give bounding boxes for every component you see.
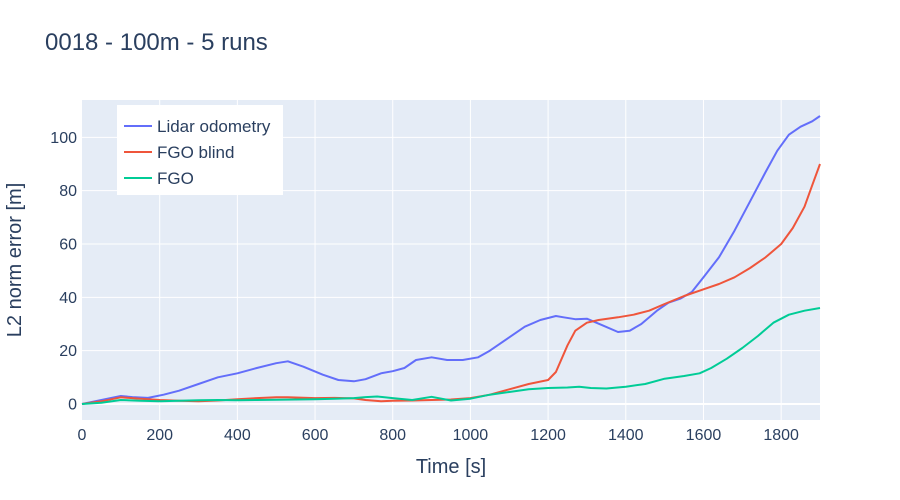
chart-title: 0018 - 100m - 5 runs <box>45 29 268 56</box>
y-tick-label: 60 <box>59 237 77 254</box>
legend-label: FGO blind <box>157 143 234 162</box>
legend-label: FGO <box>157 169 194 188</box>
y-tick-label: 40 <box>59 290 77 307</box>
series-layer <box>81 115 821 405</box>
y-tick-label: 80 <box>59 183 77 200</box>
y-tick-label: 0 <box>68 397 77 414</box>
y-tick-label: 20 <box>59 343 77 360</box>
x-tick-label: 1400 <box>608 427 644 444</box>
x-tick-label: 1800 <box>763 427 799 444</box>
x-tick-label: 200 <box>146 427 173 444</box>
legend-item[interactable]: FGO blind <box>124 143 234 162</box>
legend-box <box>117 105 283 195</box>
y-axis-title: L2 norm error [m] <box>4 183 26 337</box>
legend-label: Lidar odometry <box>157 117 271 136</box>
x-tick-label: 800 <box>379 427 406 444</box>
grid <box>82 100 820 420</box>
x-tick-label: 1200 <box>530 427 566 444</box>
tick-labels: 0 200 400 600 800 1000 1200 1400 1600 1800 0 20 40 60… <box>50 130 799 444</box>
legend[interactable]: Lidar odometry FGO blind FGO <box>117 105 283 195</box>
x-tick-label: 1000 <box>453 427 489 444</box>
x-axis-title: Time [s] <box>416 456 486 478</box>
series-line-0 <box>81 115 821 405</box>
series-line-2 <box>81 307 821 405</box>
legend-item[interactable]: Lidar odometry <box>124 117 271 136</box>
x-tick-label: 0 <box>78 427 87 444</box>
x-tick-label: 400 <box>224 427 251 444</box>
x-tick-label: 1600 <box>686 427 722 444</box>
x-tick-label: 600 <box>302 427 329 444</box>
y-tick-label: 100 <box>50 130 77 147</box>
legend-item[interactable]: FGO <box>124 169 194 188</box>
